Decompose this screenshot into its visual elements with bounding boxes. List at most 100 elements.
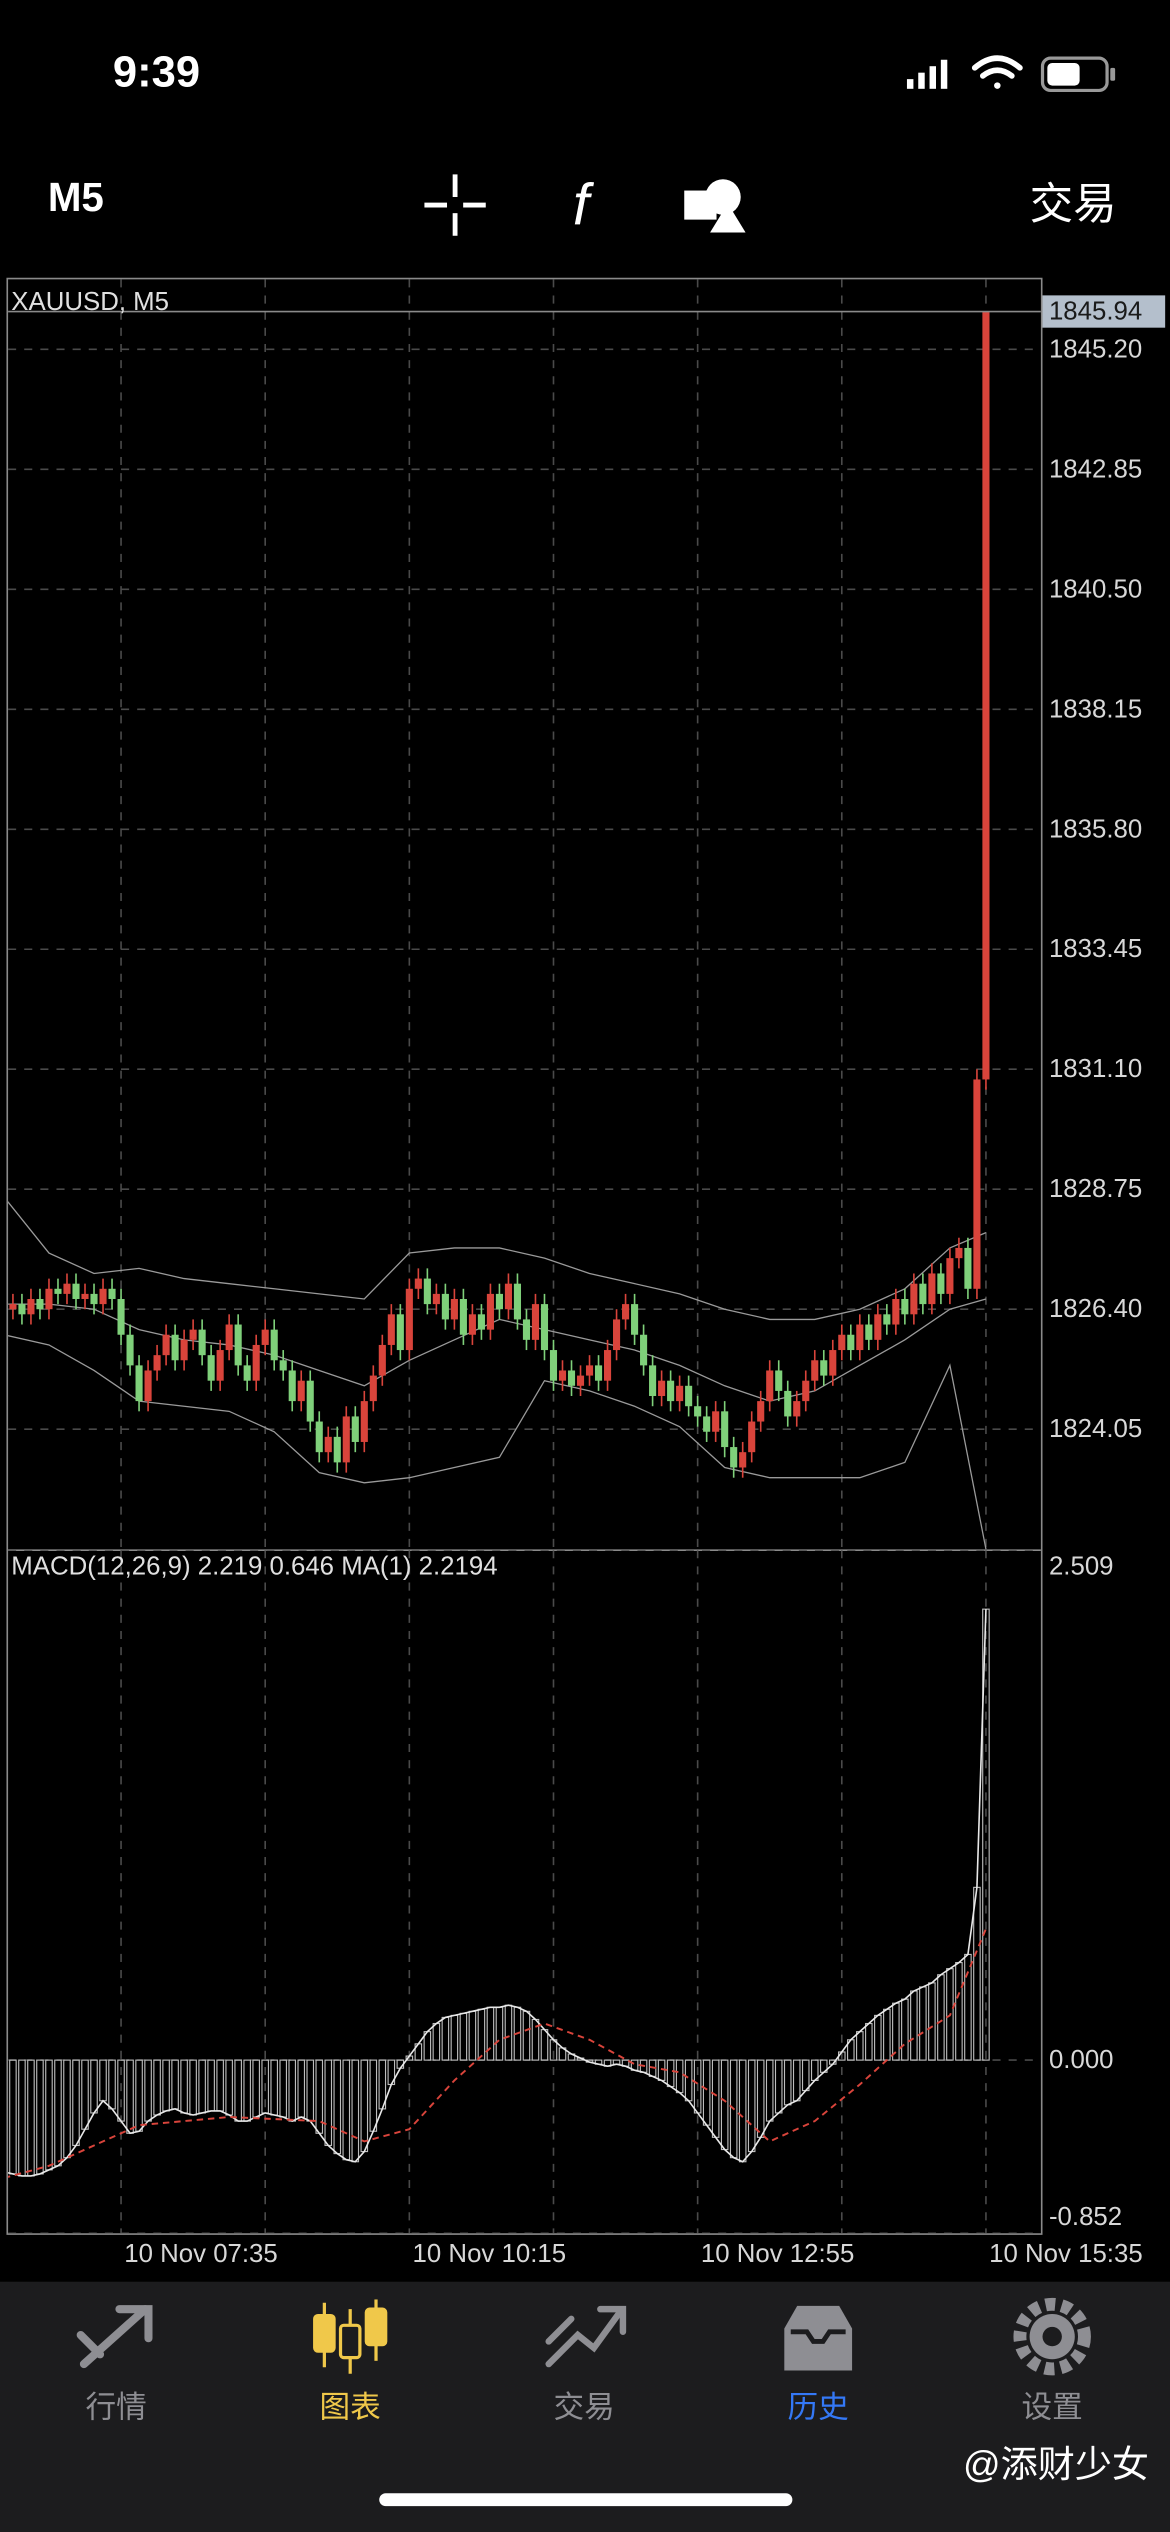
candle-body [964, 1247, 972, 1289]
candle-body [117, 1298, 125, 1335]
candle-body [973, 1079, 981, 1289]
candle-body [369, 1375, 377, 1402]
macd-title: MACD(12,26,9) 2.219 0.646 MA(1) 2.2194 [11, 1552, 497, 1580]
crosshair-button[interactable] [424, 174, 486, 236]
last-price-label: 1845.94 [1049, 298, 1142, 326]
candle-body [594, 1365, 603, 1381]
candle-body [531, 1304, 540, 1340]
trade-icon[interactable] [545, 2305, 627, 2368]
y-tick-label: 1833.45 [1049, 935, 1142, 963]
candle-body [603, 1350, 612, 1381]
candle-body [982, 311, 990, 1080]
candle-body [477, 1314, 485, 1330]
candle-body [838, 1334, 846, 1351]
y-tick-label: 1826.40 [1049, 1295, 1142, 1323]
candle-body [910, 1283, 918, 1315]
candle-body [306, 1380, 314, 1422]
candle-body [342, 1416, 350, 1463]
candle-body [739, 1452, 747, 1468]
candle-body [748, 1421, 756, 1453]
candle-body [883, 1314, 891, 1325]
y-tick-label: 1845.20 [1049, 335, 1142, 363]
candle-body [585, 1365, 594, 1376]
candle-body [721, 1411, 729, 1448]
y-tick-label: 1831.10 [1049, 1055, 1142, 1083]
candle-body [63, 1283, 71, 1294]
chart-icon[interactable] [313, 2299, 388, 2374]
last-price-box [1042, 295, 1166, 328]
candle-body [189, 1329, 197, 1340]
candle-body [513, 1283, 522, 1320]
candle-body [820, 1360, 828, 1376]
y-tick-label: 1835.80 [1049, 815, 1142, 843]
candle-body [387, 1314, 395, 1345]
candle-body [558, 1370, 567, 1381]
candle-body [45, 1288, 53, 1310]
candle-body [495, 1293, 503, 1310]
tab-label[interactable]: 交易 [554, 2391, 615, 2425]
candle-body [658, 1380, 666, 1397]
candle-body [423, 1278, 431, 1305]
candle-body [27, 1298, 35, 1315]
candle-body [171, 1334, 179, 1361]
candle-body [955, 1247, 963, 1259]
tab-label[interactable]: 历史 [788, 2391, 849, 2425]
tab-label[interactable]: 图表 [320, 2391, 381, 2425]
candle-body [631, 1304, 639, 1335]
candle-body [72, 1283, 80, 1299]
candle-body [712, 1411, 720, 1432]
candle-body [180, 1339, 188, 1361]
candle-body [414, 1278, 422, 1289]
candle-body [243, 1365, 251, 1381]
chart-frame [6, 277, 1043, 2235]
candle-body [703, 1416, 711, 1432]
candle-body [892, 1298, 900, 1325]
candle-body [315, 1421, 323, 1453]
candle-body [108, 1288, 116, 1299]
candle-body [829, 1350, 837, 1376]
quotes-icon[interactable] [76, 2305, 153, 2369]
candle-body [919, 1283, 927, 1305]
y-tick-label: 0.000 [1049, 2046, 1114, 2074]
candle-body [522, 1319, 531, 1340]
candle-body [360, 1401, 368, 1442]
candle-body [874, 1314, 882, 1340]
tab-label[interactable]: 行情 [86, 2391, 147, 2425]
x-tick-label: 10 Nov 07:35 [124, 2240, 278, 2268]
home-indicator [379, 2493, 793, 2507]
candle-body [81, 1293, 89, 1299]
history-icon[interactable] [784, 2305, 853, 2371]
status-time: 9:39 [113, 49, 200, 97]
candle-body [234, 1324, 242, 1366]
candle-body [865, 1324, 873, 1340]
period-button[interactable]: M5 [48, 174, 104, 220]
candle-body [784, 1390, 792, 1417]
candle-body [676, 1385, 684, 1402]
candle-body [324, 1436, 332, 1453]
candle-body [622, 1304, 630, 1320]
candle-body [126, 1334, 134, 1366]
battery-icon [1040, 56, 1116, 93]
tab-label[interactable]: 设置 [1022, 2391, 1083, 2425]
candle-body [685, 1385, 693, 1407]
trade-button[interactable]: 交易 [1030, 181, 1117, 229]
watermark: @添财少女 [963, 2443, 1149, 2485]
band-line [8, 1335, 987, 1550]
settings-icon[interactable] [1013, 2297, 1091, 2376]
candle-body [207, 1355, 215, 1381]
candle-body [288, 1370, 296, 1402]
candle-body [99, 1288, 107, 1305]
candle-body [937, 1273, 945, 1294]
candle-body [802, 1380, 810, 1402]
objects-button[interactable] [684, 179, 746, 233]
candle-body [144, 1370, 152, 1402]
y-tick-label: 1842.85 [1049, 455, 1142, 483]
candle-body [378, 1344, 386, 1376]
macd-line [8, 1609, 987, 2177]
candle-body [504, 1283, 512, 1310]
x-tick-label: 10 Nov 12:55 [701, 2240, 855, 2268]
candle-body [333, 1436, 341, 1463]
axes: 10 Nov 07:35 10 Nov 10:15 10 Nov 12:55 10 N… [124, 295, 1166, 2268]
candle-body [153, 1355, 161, 1371]
